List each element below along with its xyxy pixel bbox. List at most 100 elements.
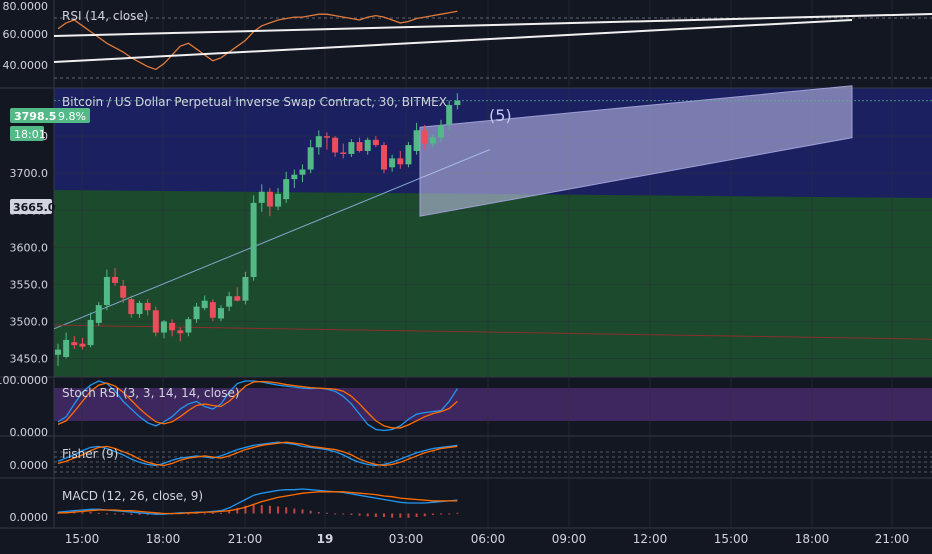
countdown-tag: 18:01 — [14, 128, 46, 141]
candle-body — [299, 169, 306, 175]
macd-histogram-bar — [358, 513, 361, 516]
candle-body — [95, 305, 102, 323]
candle-body — [315, 136, 322, 148]
candle-body — [87, 319, 94, 346]
macd-histogram-bar — [317, 512, 320, 514]
x-label-1500b: 15:00 — [714, 532, 749, 546]
candle-body — [275, 193, 282, 207]
stoch-label: Stoch RSI (3, 3, 14, 14, close) — [62, 386, 240, 400]
macd-histogram-bar — [260, 505, 263, 514]
candle-body — [429, 137, 436, 144]
rsi-label: RSI (14, close) — [62, 9, 148, 23]
macd-histogram-bar — [277, 506, 280, 514]
candle-body — [446, 105, 453, 126]
macd-histogram-bar — [187, 513, 190, 515]
x-label-1200: 12:00 — [633, 532, 668, 546]
macd-histogram-bar — [334, 513, 337, 515]
rsi-tick-60: 60.0000 — [3, 28, 49, 41]
stoch-d-line — [57, 380, 458, 429]
macd-histogram-bar — [383, 513, 385, 517]
candle-body — [291, 174, 298, 180]
candle-body — [454, 100, 461, 106]
macd-histogram-bar — [342, 513, 345, 515]
fisher-label: Fisher (9) — [62, 447, 118, 461]
price-tick-label: 3550.0 — [10, 278, 49, 291]
green-zone — [54, 190, 932, 377]
rsi-trendline-lower — [53, 19, 853, 63]
stoch-rsi-pane — [57, 380, 458, 432]
x-label-1800: 18:00 — [146, 532, 181, 546]
macd-histogram-bar — [122, 513, 125, 515]
macd-histogram-bar — [97, 512, 100, 514]
candle-body — [340, 152, 347, 154]
macd-histogram-bar — [105, 513, 108, 515]
candle-body — [250, 202, 257, 277]
macd-histogram-bar — [130, 513, 133, 515]
candle-body — [79, 343, 86, 347]
rsi-pane — [53, 10, 932, 79]
candle-body — [152, 310, 159, 333]
macd-histogram-bar — [350, 513, 353, 515]
candle-body — [120, 285, 127, 298]
macd-histogram-bar — [211, 512, 214, 514]
wave-label: (5) — [489, 106, 512, 125]
candle-body — [63, 339, 70, 357]
macd-histogram-bar — [399, 513, 402, 518]
x-label-1500: 15:00 — [65, 532, 100, 546]
elliott-channel — [419, 85, 853, 217]
macd-histogram-bar — [138, 513, 141, 515]
rsi-tick-80: 80.0000 — [3, 0, 49, 13]
candle-body — [71, 342, 78, 346]
candles[interactable] — [55, 93, 461, 366]
price-tag-bg — [10, 108, 90, 123]
candle-body — [405, 145, 412, 165]
fisher-trigger-line — [57, 441, 458, 467]
macd-histogram-bar — [301, 509, 304, 514]
candle-body — [397, 158, 404, 165]
candle-body — [177, 330, 184, 334]
macd-histogram-bar — [228, 510, 231, 514]
candle-body — [389, 158, 396, 168]
macd-histogram-bar — [236, 507, 239, 514]
price-tick-label: 3450.0 — [10, 352, 49, 365]
support-line — [53, 324, 932, 340]
macd-histogram-bar — [81, 512, 84, 514]
macd-histogram-bar — [440, 513, 443, 515]
macd-line — [57, 488, 458, 515]
candle-body — [438, 125, 445, 138]
stoch-tick-0: 0.0000 — [10, 426, 49, 439]
macd-histogram-bar — [285, 507, 288, 514]
current-price-tag-bg — [10, 199, 52, 214]
candle-body — [144, 302, 151, 311]
candle-body — [364, 139, 371, 151]
macd-histogram-bar — [415, 513, 418, 517]
candle-body — [136, 302, 143, 315]
x-label-0600: 06:00 — [471, 532, 506, 546]
macd-histogram-bar — [374, 513, 377, 517]
candle-body — [372, 139, 379, 146]
candle-body — [218, 308, 224, 319]
price-tick-label: 3700.0 — [10, 167, 49, 180]
macd-histogram-bar — [325, 512, 328, 514]
candle-body — [160, 321, 167, 333]
x-label-2100: 21:00 — [228, 532, 263, 546]
drawings — [53, 85, 932, 340]
x-label-2100b: 21:00 — [875, 532, 910, 546]
macd-histogram-bar — [268, 505, 271, 514]
macd-histogram-bar — [293, 508, 296, 514]
candle-body — [169, 322, 176, 331]
fisher-pane — [54, 441, 932, 473]
candle-body — [266, 191, 273, 207]
candle-body — [201, 300, 208, 309]
macd-signal-line — [58, 491, 458, 515]
x-label-0900: 09:00 — [552, 532, 587, 546]
macd-histogram-bar — [203, 513, 206, 515]
macd-histogram-bar — [366, 513, 369, 517]
macd-histogram-bar — [391, 513, 394, 518]
fisher-line — [57, 441, 458, 467]
candle-body — [332, 137, 339, 153]
candle-body — [193, 306, 200, 320]
price-tick-label: 3600.0 — [10, 241, 49, 254]
